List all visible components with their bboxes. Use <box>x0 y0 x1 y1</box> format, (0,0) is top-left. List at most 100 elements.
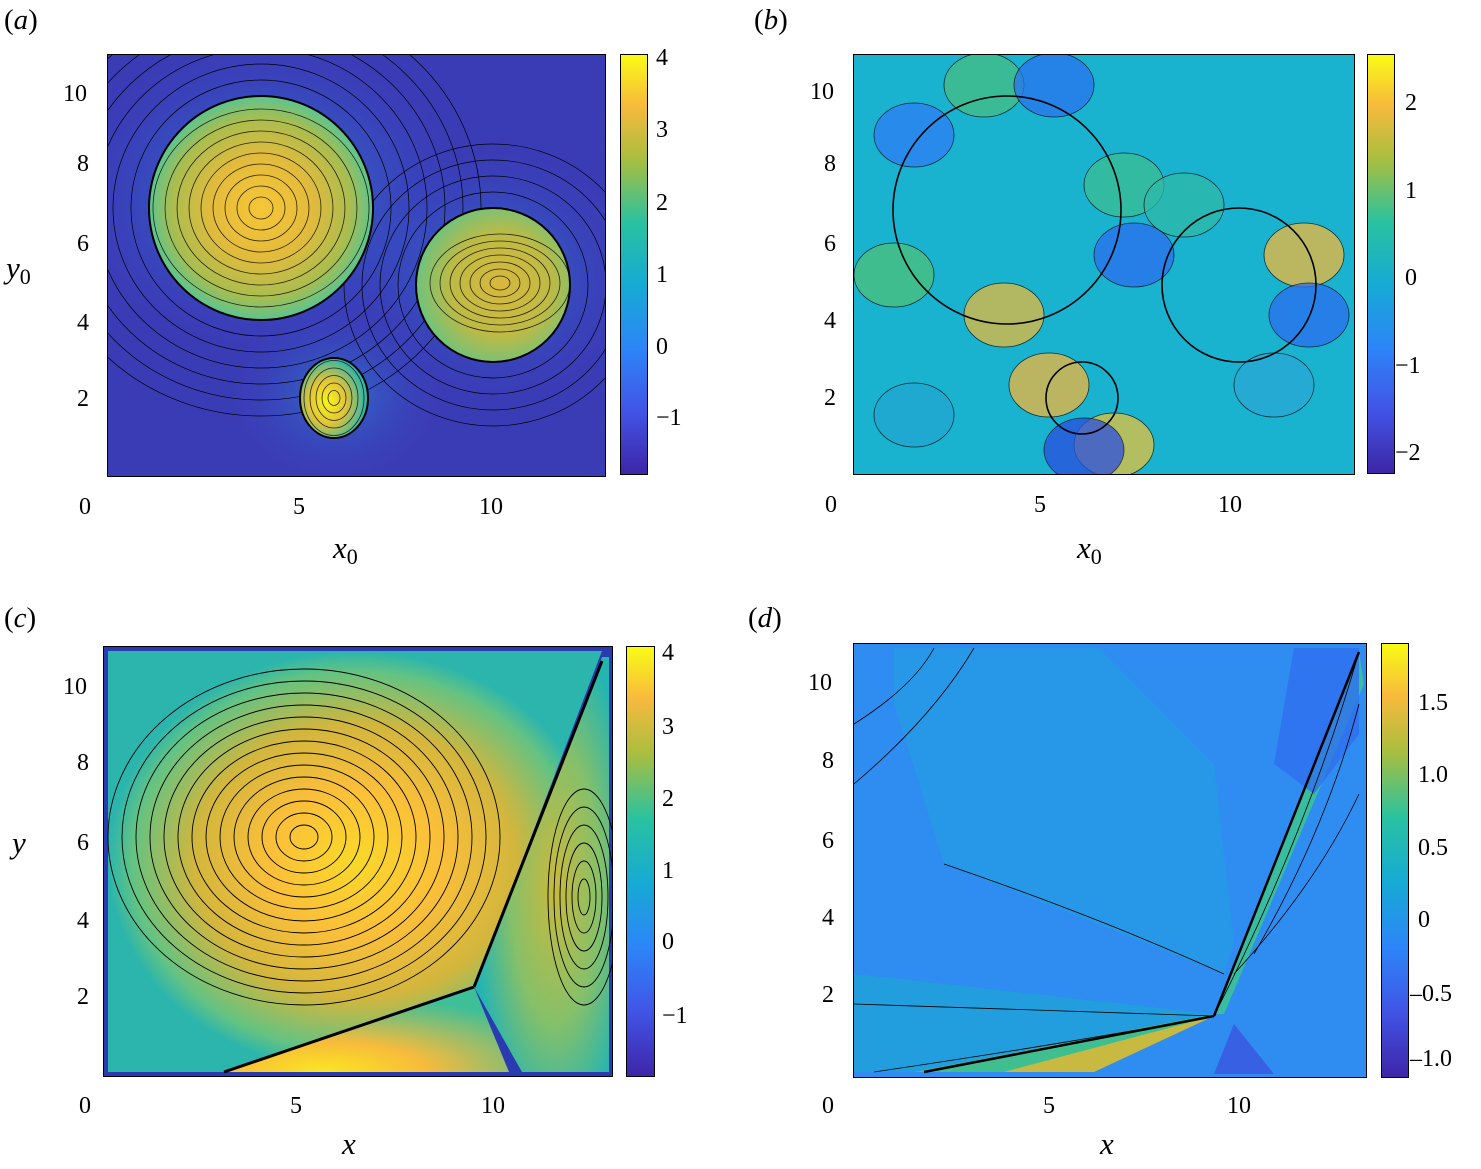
panel-c-plot <box>103 646 613 1077</box>
a-xtick: 0 <box>79 494 91 520</box>
panel-c-label: (c) <box>4 602 37 634</box>
d-xtick: 5 <box>1043 1093 1055 1119</box>
b-ytick: 6 <box>824 231 836 257</box>
contour-line <box>489 275 511 291</box>
b-xlabel: x0 <box>1077 530 1102 569</box>
b-xtick: 5 <box>1034 492 1046 518</box>
a-cbar-tick: 1 <box>656 262 668 288</box>
contour-line <box>219 764 389 910</box>
contour-line <box>205 752 403 922</box>
d-cbar-tick: 1.5 <box>1418 690 1448 716</box>
contour-line <box>361 159 605 411</box>
d-cbar-tick: –0.5 <box>1410 981 1452 1007</box>
contour-line <box>397 191 589 379</box>
b-cbar-tick: −2 <box>1395 440 1421 466</box>
d-ytick: 10 <box>808 670 832 696</box>
c-ytick: 2 <box>77 984 89 1010</box>
c-cbar-tick: 0 <box>662 929 674 955</box>
contour-line <box>149 704 459 970</box>
b-ytick: 8 <box>824 151 836 177</box>
contour-blob <box>873 382 955 448</box>
a-ytick: 10 <box>63 81 87 107</box>
d-cbar-tick: –1.0 <box>1410 1046 1452 1072</box>
contour-line <box>449 247 551 319</box>
b-cbar-tick: 2 <box>1405 90 1417 116</box>
contour-line <box>224 174 298 242</box>
contour-line <box>321 382 347 414</box>
contour-line <box>188 141 334 275</box>
contour-line <box>233 776 375 898</box>
contour-line <box>236 185 286 231</box>
contour-blob <box>1233 352 1315 418</box>
b-xtick: 0 <box>825 492 837 518</box>
contour-line <box>469 261 531 305</box>
contour-line <box>107 668 501 1006</box>
d-cbar-tick: 0 <box>1418 907 1430 933</box>
a-ytick: 2 <box>77 386 89 412</box>
panel-a-label: (a) <box>4 4 38 36</box>
contour-line <box>479 268 521 298</box>
c-xtick: 0 <box>79 1093 91 1119</box>
d-cbar-tick: 0.5 <box>1418 835 1448 861</box>
contour-line <box>547 788 612 1006</box>
c-cbar-tick: 4 <box>662 640 674 666</box>
panel-b-label: (b) <box>754 4 788 36</box>
b-cbar-tick: −1 <box>1395 353 1421 379</box>
contour-blob <box>1268 282 1350 348</box>
contour-blob <box>963 282 1045 348</box>
b-ytick: 2 <box>824 385 836 411</box>
panel-a-colorbar <box>620 54 648 475</box>
contour-line <box>439 240 561 326</box>
a-xtick: 5 <box>293 494 305 520</box>
panel-b-plot <box>853 54 1355 475</box>
contour-line <box>309 367 359 429</box>
contour-line <box>379 175 605 395</box>
d-ytick: 2 <box>822 982 834 1008</box>
panel-d-plot <box>853 643 1367 1078</box>
a-cbar-tick: 3 <box>656 117 668 143</box>
panel-d-colorbar <box>1381 643 1409 1078</box>
contour-line <box>315 375 353 421</box>
d-xtick: 10 <box>1227 1093 1251 1119</box>
c-cbar-tick: 3 <box>662 714 674 740</box>
contour-line <box>1233 793 1360 975</box>
contour-line <box>571 860 597 934</box>
contour-line <box>112 63 410 353</box>
d-xtick: 0 <box>822 1093 834 1119</box>
b-ytick: 10 <box>810 79 834 105</box>
contour-blob <box>873 102 955 168</box>
a-xlabel: x0 <box>333 530 358 569</box>
a-ytick: 6 <box>77 231 89 257</box>
contour-blob <box>1263 222 1345 288</box>
c-xlabel: x <box>342 1126 356 1161</box>
contour-line <box>1253 703 1360 955</box>
contour-line <box>1213 651 1360 1017</box>
d-cbar-tick: 1.0 <box>1418 762 1448 788</box>
contour-blob <box>1043 417 1125 474</box>
contour-line <box>164 119 358 297</box>
contour-line <box>275 812 333 862</box>
a-ytick: 8 <box>77 151 89 177</box>
contour-line <box>247 788 361 886</box>
c-cbar-tick: 1 <box>662 858 674 884</box>
contour-line <box>108 55 446 385</box>
contour-line <box>553 806 612 988</box>
c-ytick: 8 <box>77 750 89 776</box>
a-cbar-tick: 4 <box>656 45 668 71</box>
a-ytick: 4 <box>77 310 89 336</box>
contour-line <box>152 108 370 308</box>
contour-line <box>327 390 341 406</box>
b-ytick: 4 <box>824 308 836 334</box>
contour-line <box>130 79 392 337</box>
contour-blob <box>1013 55 1095 118</box>
contour-line <box>429 233 571 333</box>
c-xtick: 5 <box>290 1093 302 1119</box>
c-ytick: 4 <box>77 908 89 934</box>
d-ytick: 4 <box>822 905 834 931</box>
contour-line <box>854 647 975 785</box>
panel-b-colorbar <box>1367 54 1395 474</box>
contour-line <box>943 863 1225 975</box>
contour-line <box>135 692 473 982</box>
contour-line <box>177 728 431 946</box>
contour-line <box>191 740 417 934</box>
